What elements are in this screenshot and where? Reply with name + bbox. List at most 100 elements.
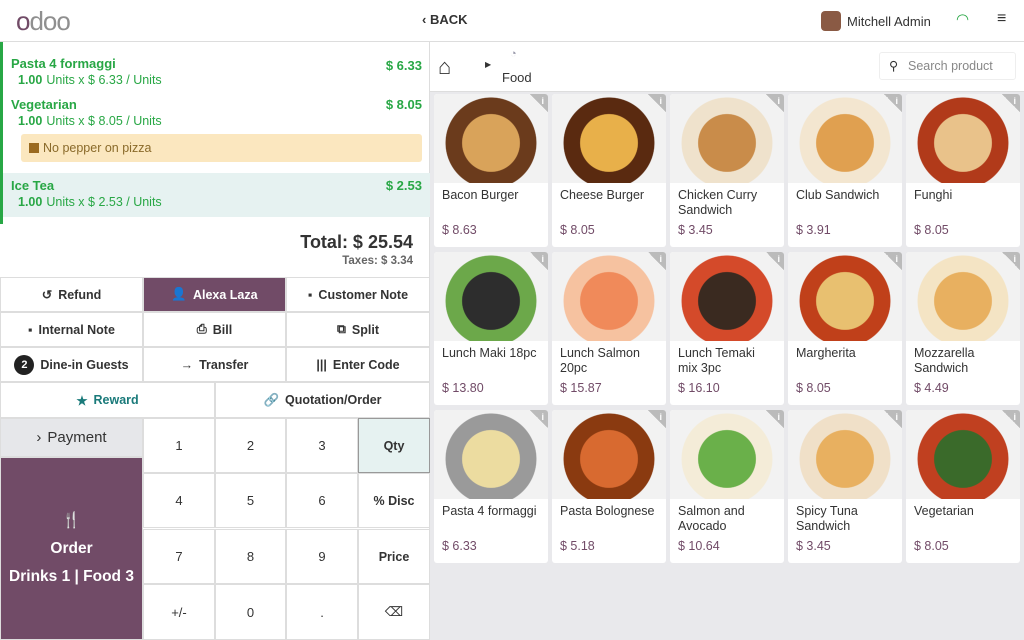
search-input[interactable]: ⚲ Search product: [879, 52, 1016, 80]
category-food[interactable]: Food: [502, 70, 532, 85]
numpad-key[interactable]: Qty: [358, 418, 430, 473]
product-price: $ 5.18: [560, 539, 595, 553]
info-icon[interactable]: i: [766, 94, 784, 112]
bill-button[interactable]: ⎙ Bill: [143, 312, 286, 347]
order-button[interactable]: 🍴 Order Drinks 1 | Food 3: [0, 457, 143, 640]
product-image: i: [552, 252, 666, 341]
numpad-key[interactable]: Price: [358, 529, 430, 584]
info-icon[interactable]: i: [530, 94, 548, 112]
product-card[interactable]: i Chicken Curry Sandwich $ 3.45: [670, 94, 784, 247]
product-card[interactable]: i Spicy Tuna Sandwich $ 3.45: [788, 410, 902, 563]
info-icon[interactable]: i: [884, 94, 902, 112]
split-button[interactable]: ⧉ Split: [286, 312, 430, 347]
reward-button[interactable]: ★ Reward: [0, 382, 215, 418]
numpad-key[interactable]: 9: [286, 529, 358, 584]
payment-button[interactable]: › Payment: [0, 418, 143, 457]
product-card[interactable]: i Cheese Burger $ 8.05: [552, 94, 666, 247]
product-name: Lunch Salmon 20pc: [560, 346, 640, 375]
product-card[interactable]: i Lunch Temaki mix 3pc $ 16.10: [670, 252, 784, 405]
product-name: Pasta 4 formaggi: [442, 504, 537, 518]
product-card[interactable]: i Lunch Salmon 20pc $ 15.87: [552, 252, 666, 405]
search-icon: ⚲: [889, 59, 899, 73]
numpad-key[interactable]: 1: [143, 418, 215, 473]
numpad-key[interactable]: % Disc: [358, 473, 430, 528]
product-image: i: [552, 410, 666, 499]
product-image: i: [434, 410, 548, 499]
customer-button[interactable]: 👤 Alexa Laza: [143, 277, 286, 312]
taxes-amount: Taxes: $ 3.34: [342, 255, 413, 267]
product-image: i: [670, 94, 784, 183]
internal-note-button[interactable]: ▪ Internal Note: [0, 312, 143, 347]
info-icon[interactable]: i: [1002, 94, 1020, 112]
product-card[interactable]: i Bacon Burger $ 8.63: [434, 94, 548, 247]
breadcrumb: ⌂ ▶ ◔ Food ⚲ Search product: [430, 42, 1024, 92]
refund-button[interactable]: ↺ Refund: [0, 277, 143, 312]
guests-button[interactable]: 2 Dine-in Guests: [0, 347, 143, 382]
numpad-key[interactable]: 6: [286, 473, 358, 528]
product-price: $ 13.80: [442, 381, 484, 395]
product-card[interactable]: i Pasta Bolognese $ 5.18: [552, 410, 666, 563]
numpad-key[interactable]: 0: [215, 584, 286, 640]
order-line[interactable]: Vegetarian $ 8.05 1.00 Units x $ 8.05 / U…: [3, 92, 430, 169]
product-price: $ 8.63: [442, 223, 477, 237]
info-icon[interactable]: i: [766, 410, 784, 428]
info-icon[interactable]: i: [884, 252, 902, 270]
info-icon[interactable]: i: [530, 410, 548, 428]
customer-note-button[interactable]: ▪ Customer Note: [286, 277, 430, 312]
product-card[interactable]: i Vegetarian $ 8.05: [906, 410, 1020, 563]
numpad-key[interactable]: 7: [143, 529, 215, 584]
product-card[interactable]: i Club Sandwich $ 3.91: [788, 94, 902, 247]
info-icon[interactable]: i: [530, 252, 548, 270]
order-line[interactable]: Pasta 4 formaggi $ 6.33 1.00 Units x $ 6.…: [3, 42, 430, 92]
product-name: Cheese Burger: [560, 188, 645, 202]
numpad-key[interactable]: 8: [215, 529, 286, 584]
line-note: No pepper on pizza: [21, 134, 422, 162]
product-panel: ⌂ ▶ ◔ Food ⚲ Search product i Bacon Burger…: [430, 42, 1024, 640]
wifi-icon[interactable]: ◠: [956, 11, 970, 28]
star-icon: ★: [76, 393, 88, 408]
numpad-key[interactable]: 4: [143, 473, 215, 528]
info-icon[interactable]: i: [766, 252, 784, 270]
product-name: Bacon Burger: [442, 188, 519, 202]
product-price: $ 8.05: [914, 223, 949, 237]
user-menu[interactable]: Mitchell Admin: [821, 11, 931, 31]
info-icon[interactable]: i: [648, 94, 666, 112]
numpad-key[interactable]: 5: [215, 473, 286, 528]
line-qty: 1.00 Units x $ 8.05 / Units: [18, 114, 162, 128]
product-price: $ 16.10: [678, 381, 720, 395]
product-card[interactable]: i Margherita $ 8.05: [788, 252, 902, 405]
numpad-key[interactable]: 2: [215, 418, 286, 473]
transfer-button[interactable]: → Transfer: [143, 347, 286, 382]
back-button[interactable]: ‹ BACK: [422, 12, 468, 27]
line-price: $ 6.33: [385, 58, 422, 73]
product-name: Spicy Tuna Sandwich: [796, 504, 858, 533]
enter-code-button[interactable]: ||| Enter Code: [286, 347, 430, 382]
info-icon[interactable]: i: [1002, 252, 1020, 270]
line-price: $ 2.53: [385, 178, 422, 193]
numpad-key[interactable]: .: [286, 584, 358, 640]
product-card[interactable]: i Salmon and Avocado $ 10.64: [670, 410, 784, 563]
undo-icon: ↺: [41, 288, 53, 302]
product-card[interactable]: i Mozzarella Sandwich $ 4.49: [906, 252, 1020, 405]
product-card[interactable]: i Pasta 4 formaggi $ 6.33: [434, 410, 548, 563]
info-icon[interactable]: i: [648, 410, 666, 428]
numpad-key[interactable]: 3: [286, 418, 358, 473]
product-image: i: [552, 94, 666, 183]
product-card[interactable]: i Lunch Maki 18pc $ 13.80: [434, 252, 548, 405]
info-icon[interactable]: i: [648, 252, 666, 270]
product-name: Margherita: [796, 346, 856, 360]
info-icon[interactable]: i: [1002, 410, 1020, 428]
numpad-key[interactable]: ⌫: [358, 584, 430, 640]
home-icon[interactable]: ⌂: [438, 54, 452, 79]
product-card[interactable]: i Funghi $ 8.05: [906, 94, 1020, 247]
numpad-key[interactable]: +/-: [143, 584, 215, 640]
product-image: i: [788, 94, 902, 183]
quotation-button[interactable]: 🔗 Quotation/Order: [215, 382, 430, 418]
product-image: i: [670, 252, 784, 341]
info-icon[interactable]: i: [884, 410, 902, 428]
line-qty: 1.00 Units x $ 2.53 / Units: [18, 195, 162, 209]
user-icon: 👤: [171, 287, 187, 301]
avatar: [821, 11, 841, 31]
hamburger-menu-icon[interactable]: ≡: [997, 10, 1007, 27]
order-line-selected[interactable]: Ice Tea $ 2.53 1.00 Units x $ 2.53 / Unit…: [3, 173, 430, 217]
